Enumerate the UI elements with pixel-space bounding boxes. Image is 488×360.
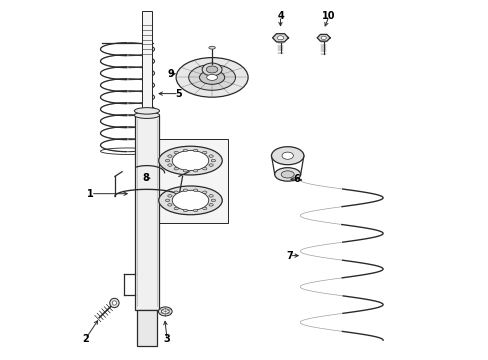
Text: 3: 3 xyxy=(163,334,170,344)
Text: 5: 5 xyxy=(175,89,182,99)
Ellipse shape xyxy=(158,307,172,316)
Ellipse shape xyxy=(277,36,283,40)
Ellipse shape xyxy=(208,204,213,206)
Ellipse shape xyxy=(193,149,197,152)
Ellipse shape xyxy=(202,167,206,170)
Ellipse shape xyxy=(208,195,213,197)
Ellipse shape xyxy=(208,164,213,166)
Ellipse shape xyxy=(206,66,218,73)
Bar xyxy=(142,11,152,115)
Ellipse shape xyxy=(172,150,208,171)
Ellipse shape xyxy=(174,167,178,170)
Text: 1: 1 xyxy=(87,189,94,199)
Circle shape xyxy=(112,301,116,305)
Ellipse shape xyxy=(193,170,197,172)
Ellipse shape xyxy=(167,204,172,206)
Ellipse shape xyxy=(167,155,172,157)
Ellipse shape xyxy=(208,46,215,49)
Ellipse shape xyxy=(271,147,303,165)
Text: 2: 2 xyxy=(82,334,89,344)
Ellipse shape xyxy=(134,112,159,118)
Ellipse shape xyxy=(193,209,197,212)
Text: 4: 4 xyxy=(277,11,284,21)
Ellipse shape xyxy=(165,199,169,202)
Text: 8: 8 xyxy=(142,173,149,183)
Ellipse shape xyxy=(183,149,187,152)
Ellipse shape xyxy=(165,159,169,162)
Ellipse shape xyxy=(202,151,206,154)
Polygon shape xyxy=(272,34,288,42)
Ellipse shape xyxy=(298,179,301,181)
Ellipse shape xyxy=(188,64,235,90)
Circle shape xyxy=(109,298,119,308)
Ellipse shape xyxy=(208,155,213,157)
Ellipse shape xyxy=(211,199,215,202)
Ellipse shape xyxy=(176,58,247,97)
Ellipse shape xyxy=(174,191,178,194)
Ellipse shape xyxy=(159,186,222,215)
Ellipse shape xyxy=(202,63,222,76)
Ellipse shape xyxy=(134,108,159,114)
Ellipse shape xyxy=(183,189,187,192)
Ellipse shape xyxy=(281,171,294,178)
Text: 10: 10 xyxy=(322,11,335,21)
Ellipse shape xyxy=(174,207,178,210)
Ellipse shape xyxy=(159,146,222,175)
Ellipse shape xyxy=(321,36,325,40)
Bar xyxy=(134,115,159,310)
Ellipse shape xyxy=(202,207,206,210)
Text: 9: 9 xyxy=(167,69,174,79)
Text: 6: 6 xyxy=(293,174,300,184)
Ellipse shape xyxy=(167,164,172,166)
Text: 7: 7 xyxy=(285,251,292,261)
Polygon shape xyxy=(317,35,329,41)
Ellipse shape xyxy=(161,309,169,314)
Bar xyxy=(136,310,157,346)
Ellipse shape xyxy=(211,159,215,162)
Bar xyxy=(152,139,228,223)
Ellipse shape xyxy=(206,75,217,80)
Ellipse shape xyxy=(167,195,172,197)
Ellipse shape xyxy=(172,190,208,211)
Ellipse shape xyxy=(274,168,300,181)
Ellipse shape xyxy=(202,191,206,194)
Ellipse shape xyxy=(199,71,224,84)
Ellipse shape xyxy=(193,189,197,192)
Ellipse shape xyxy=(183,170,187,172)
Ellipse shape xyxy=(174,151,178,154)
Ellipse shape xyxy=(183,209,187,212)
Ellipse shape xyxy=(282,152,293,159)
